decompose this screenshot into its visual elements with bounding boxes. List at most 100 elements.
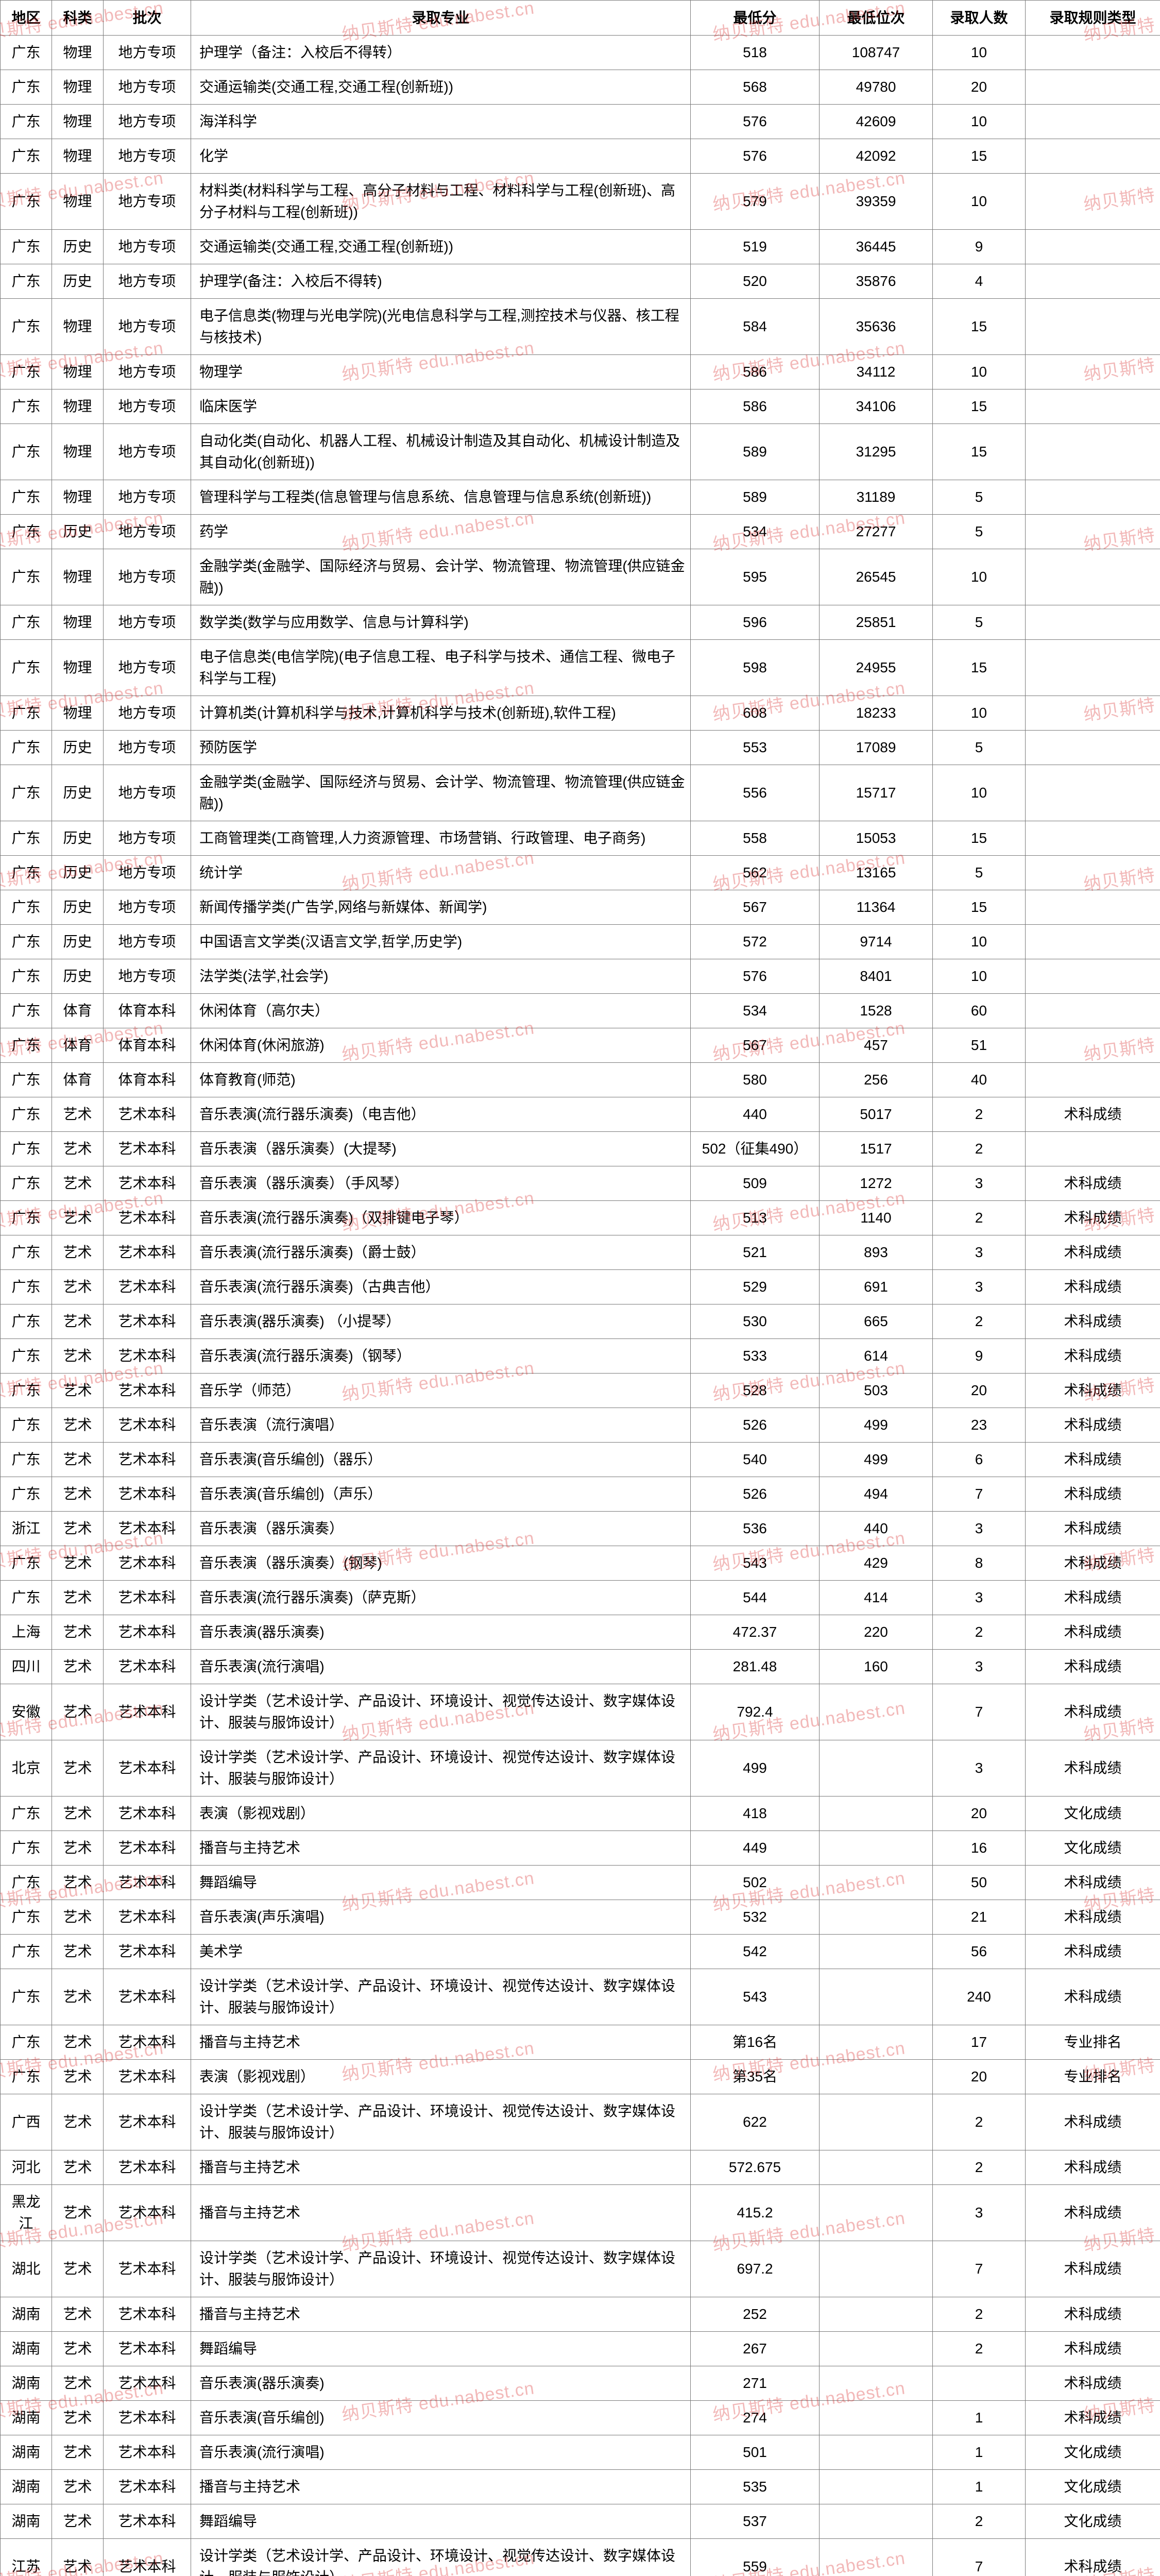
table-row: 广东历史地方专项预防医学553170895 [1, 731, 1160, 765]
cell: 广东 [1, 890, 52, 925]
cell: 音乐表演（器乐演奏）（手风琴） [191, 1166, 691, 1201]
table-row: 广东物理地方专项电子信息类(电信学院)(电子信息工程、电子科学与技术、通信工程、… [1, 640, 1160, 696]
cell: 艺术 [52, 1408, 104, 1443]
cell: 体育 [52, 1063, 104, 1097]
cell [1026, 925, 1160, 959]
cell: 艺术 [52, 1797, 104, 1831]
cell: 历史 [52, 925, 104, 959]
cell: 513 [691, 1201, 820, 1235]
cell: 24955 [820, 640, 933, 696]
cell: 108747 [820, 36, 933, 70]
cell: 3 [933, 1740, 1026, 1797]
cell: 艺术 [52, 1581, 104, 1615]
cell: 第35名 [691, 2060, 820, 2094]
cell: 5 [933, 515, 1026, 549]
cell [933, 2366, 1026, 2401]
cell [820, 2470, 933, 2504]
cell: 534 [691, 994, 820, 1028]
cell: 广东 [1, 515, 52, 549]
cell: 广东 [1, 1866, 52, 1900]
cell: 艺术本科 [104, 1650, 191, 1684]
cell: 3 [933, 1512, 1026, 1546]
table-row: 广东艺术艺术本科舞蹈编导50250术科成绩 [1, 1866, 1160, 1900]
cell: 广东 [1, 70, 52, 105]
cell: 护理学(备注：入校后不得转) [191, 264, 691, 299]
table-row: 广东艺术艺术本科音乐表演（器乐演奏）（手风琴）50912723术科成绩 [1, 1166, 1160, 1201]
cell: 499 [691, 1740, 820, 1797]
table-row: 广东艺术艺术本科音乐表演（器乐演奏）(大提琴)502（征集490）15172 [1, 1132, 1160, 1166]
cell: 电子信息类(物理与光电学院)(光电信息科学与工程,测控技术与仪器、核工程与核技术… [191, 299, 691, 355]
cell: 物理 [52, 105, 104, 139]
cell: 术科成绩 [1026, 2332, 1160, 2366]
cell: 术科成绩 [1026, 2401, 1160, 2435]
table-row: 广东物理地方专项交通运输类(交通工程,交通工程(创新班))5684978020 [1, 70, 1160, 105]
col-header: 录取规则类型 [1026, 1, 1160, 36]
cell: 艺术本科 [104, 1374, 191, 1408]
table-row: 广东艺术艺术本科播音与主持艺术第16名17专业排名 [1, 2025, 1160, 2060]
cell: 设计学类（艺术设计学、产品设计、环境设计、视觉传达设计、数字媒体设计、服装与服饰… [191, 1969, 691, 2025]
cell: 艺术本科 [104, 1097, 191, 1132]
cell: 35876 [820, 264, 933, 299]
cell: 艺术本科 [104, 1408, 191, 1443]
cell: 5 [933, 480, 1026, 515]
cell: 舞蹈编导 [191, 2332, 691, 2366]
table-row: 湖北艺术艺术本科设计学类（艺术设计学、产品设计、环境设计、视觉传达设计、数字媒体… [1, 2241, 1160, 2297]
table-row: 广东历史地方专项新闻传播学类(广告学,网络与新媒体、新闻学)5671136415 [1, 890, 1160, 925]
cell: 7 [933, 2241, 1026, 2297]
cell: 表演（影视戏剧） [191, 1797, 691, 1831]
cell: 494 [820, 1477, 933, 1512]
cell: 艺术 [52, 1512, 104, 1546]
cell: 广东 [1, 856, 52, 890]
cell: 27277 [820, 515, 933, 549]
cell: 音乐表演(音乐编创) [191, 2401, 691, 2435]
cell: 广东 [1, 731, 52, 765]
cell: 1140 [820, 1201, 933, 1235]
cell: 术科成绩 [1026, 1235, 1160, 1270]
cell: 42092 [820, 139, 933, 174]
cell: 440 [691, 1097, 820, 1132]
cell [1026, 731, 1160, 765]
cell: 音乐表演(声乐演唱) [191, 1900, 691, 1935]
table-row: 广东历史地方专项药学534272775 [1, 515, 1160, 549]
cell: 9714 [820, 925, 933, 959]
table-row: 湖南艺术艺术本科播音与主持艺术2522术科成绩 [1, 2297, 1160, 2332]
cell: 598 [691, 640, 820, 696]
cell: 术科成绩 [1026, 1270, 1160, 1304]
cell: 广东 [1, 230, 52, 264]
cell: 39359 [820, 174, 933, 230]
cell: 音乐表演(音乐编创)（声乐） [191, 1477, 691, 1512]
cell: 广东 [1, 264, 52, 299]
cell: 艺术 [52, 1615, 104, 1650]
cell: 物理学 [191, 355, 691, 389]
cell: 艺术 [52, 1900, 104, 1935]
table-row: 四川艺术艺术本科音乐表演(流行演唱)281.481603术科成绩 [1, 1650, 1160, 1684]
cell: 广东 [1, 424, 52, 480]
cell: 20 [933, 70, 1026, 105]
cell: 艺术本科 [104, 2060, 191, 2094]
cell: 20 [933, 1797, 1026, 1831]
cell: 543 [691, 1969, 820, 2025]
cell: 表演（影视戏剧） [191, 2060, 691, 2094]
cell: 457 [820, 1028, 933, 1063]
cell: 艺术本科 [104, 2332, 191, 2366]
cell: 42609 [820, 105, 933, 139]
cell: 697.2 [691, 2241, 820, 2297]
cell: 广东 [1, 1270, 52, 1304]
cell: 5 [933, 856, 1026, 890]
cell: 术科成绩 [1026, 1969, 1160, 2025]
cell: 562 [691, 856, 820, 890]
cell: 596 [691, 605, 820, 640]
cell [820, 1684, 933, 1740]
table-row: 广东物理地方专项材料类(材料科学与工程、高分子材料与工程、材料科学与工程(创新班… [1, 174, 1160, 230]
cell: 418 [691, 1797, 820, 1831]
cell: 自动化类(自动化、机器人工程、机械设计制造及其自动化、机械设计制造及其自动化(创… [191, 424, 691, 480]
cell: 广东 [1, 299, 52, 355]
cell [820, 1797, 933, 1831]
cell: 艺术本科 [104, 1443, 191, 1477]
cell: 安徽 [1, 1684, 52, 1740]
cell: 术科成绩 [1026, 1581, 1160, 1615]
cell: 术科成绩 [1026, 1097, 1160, 1132]
cell: 3 [933, 1650, 1026, 1684]
cell [1026, 70, 1160, 105]
cell: 10 [933, 925, 1026, 959]
